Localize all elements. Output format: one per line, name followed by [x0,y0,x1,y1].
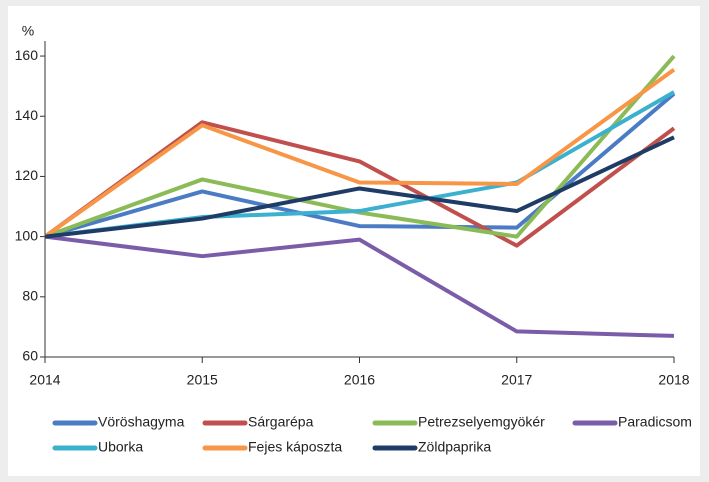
y-tick-label: 60 [22,348,38,364]
legend-label: Paradicsom [618,414,692,430]
series-line [44,135,675,239]
series-line [44,234,675,338]
legend-label: Vöröshagyma [98,414,185,430]
legend-label: Uborka [98,439,143,455]
series-line [43,67,676,239]
x-tick-label: 2017 [501,372,532,388]
x-tick-label: 2016 [344,372,375,388]
y-tick-label: 140 [15,107,39,123]
y-tick-label: 100 [15,227,39,243]
legend-label: Petrezselyemgyökér [418,414,545,430]
legend-label: Fejes káposzta [248,439,342,455]
y-tick-label: 160 [15,47,39,63]
series-line [44,92,676,239]
y-tick-label: 120 [15,167,39,183]
x-tick-label: 2015 [187,372,218,388]
x-tick-label: 2018 [658,372,689,388]
y-tick-label: 80 [22,288,38,304]
legend-label: Sárgarépa [248,414,314,430]
y-axis-label: % [22,23,34,39]
x-tick-label: 2014 [29,372,60,388]
legend-label: Zöldpaprika [418,439,491,455]
